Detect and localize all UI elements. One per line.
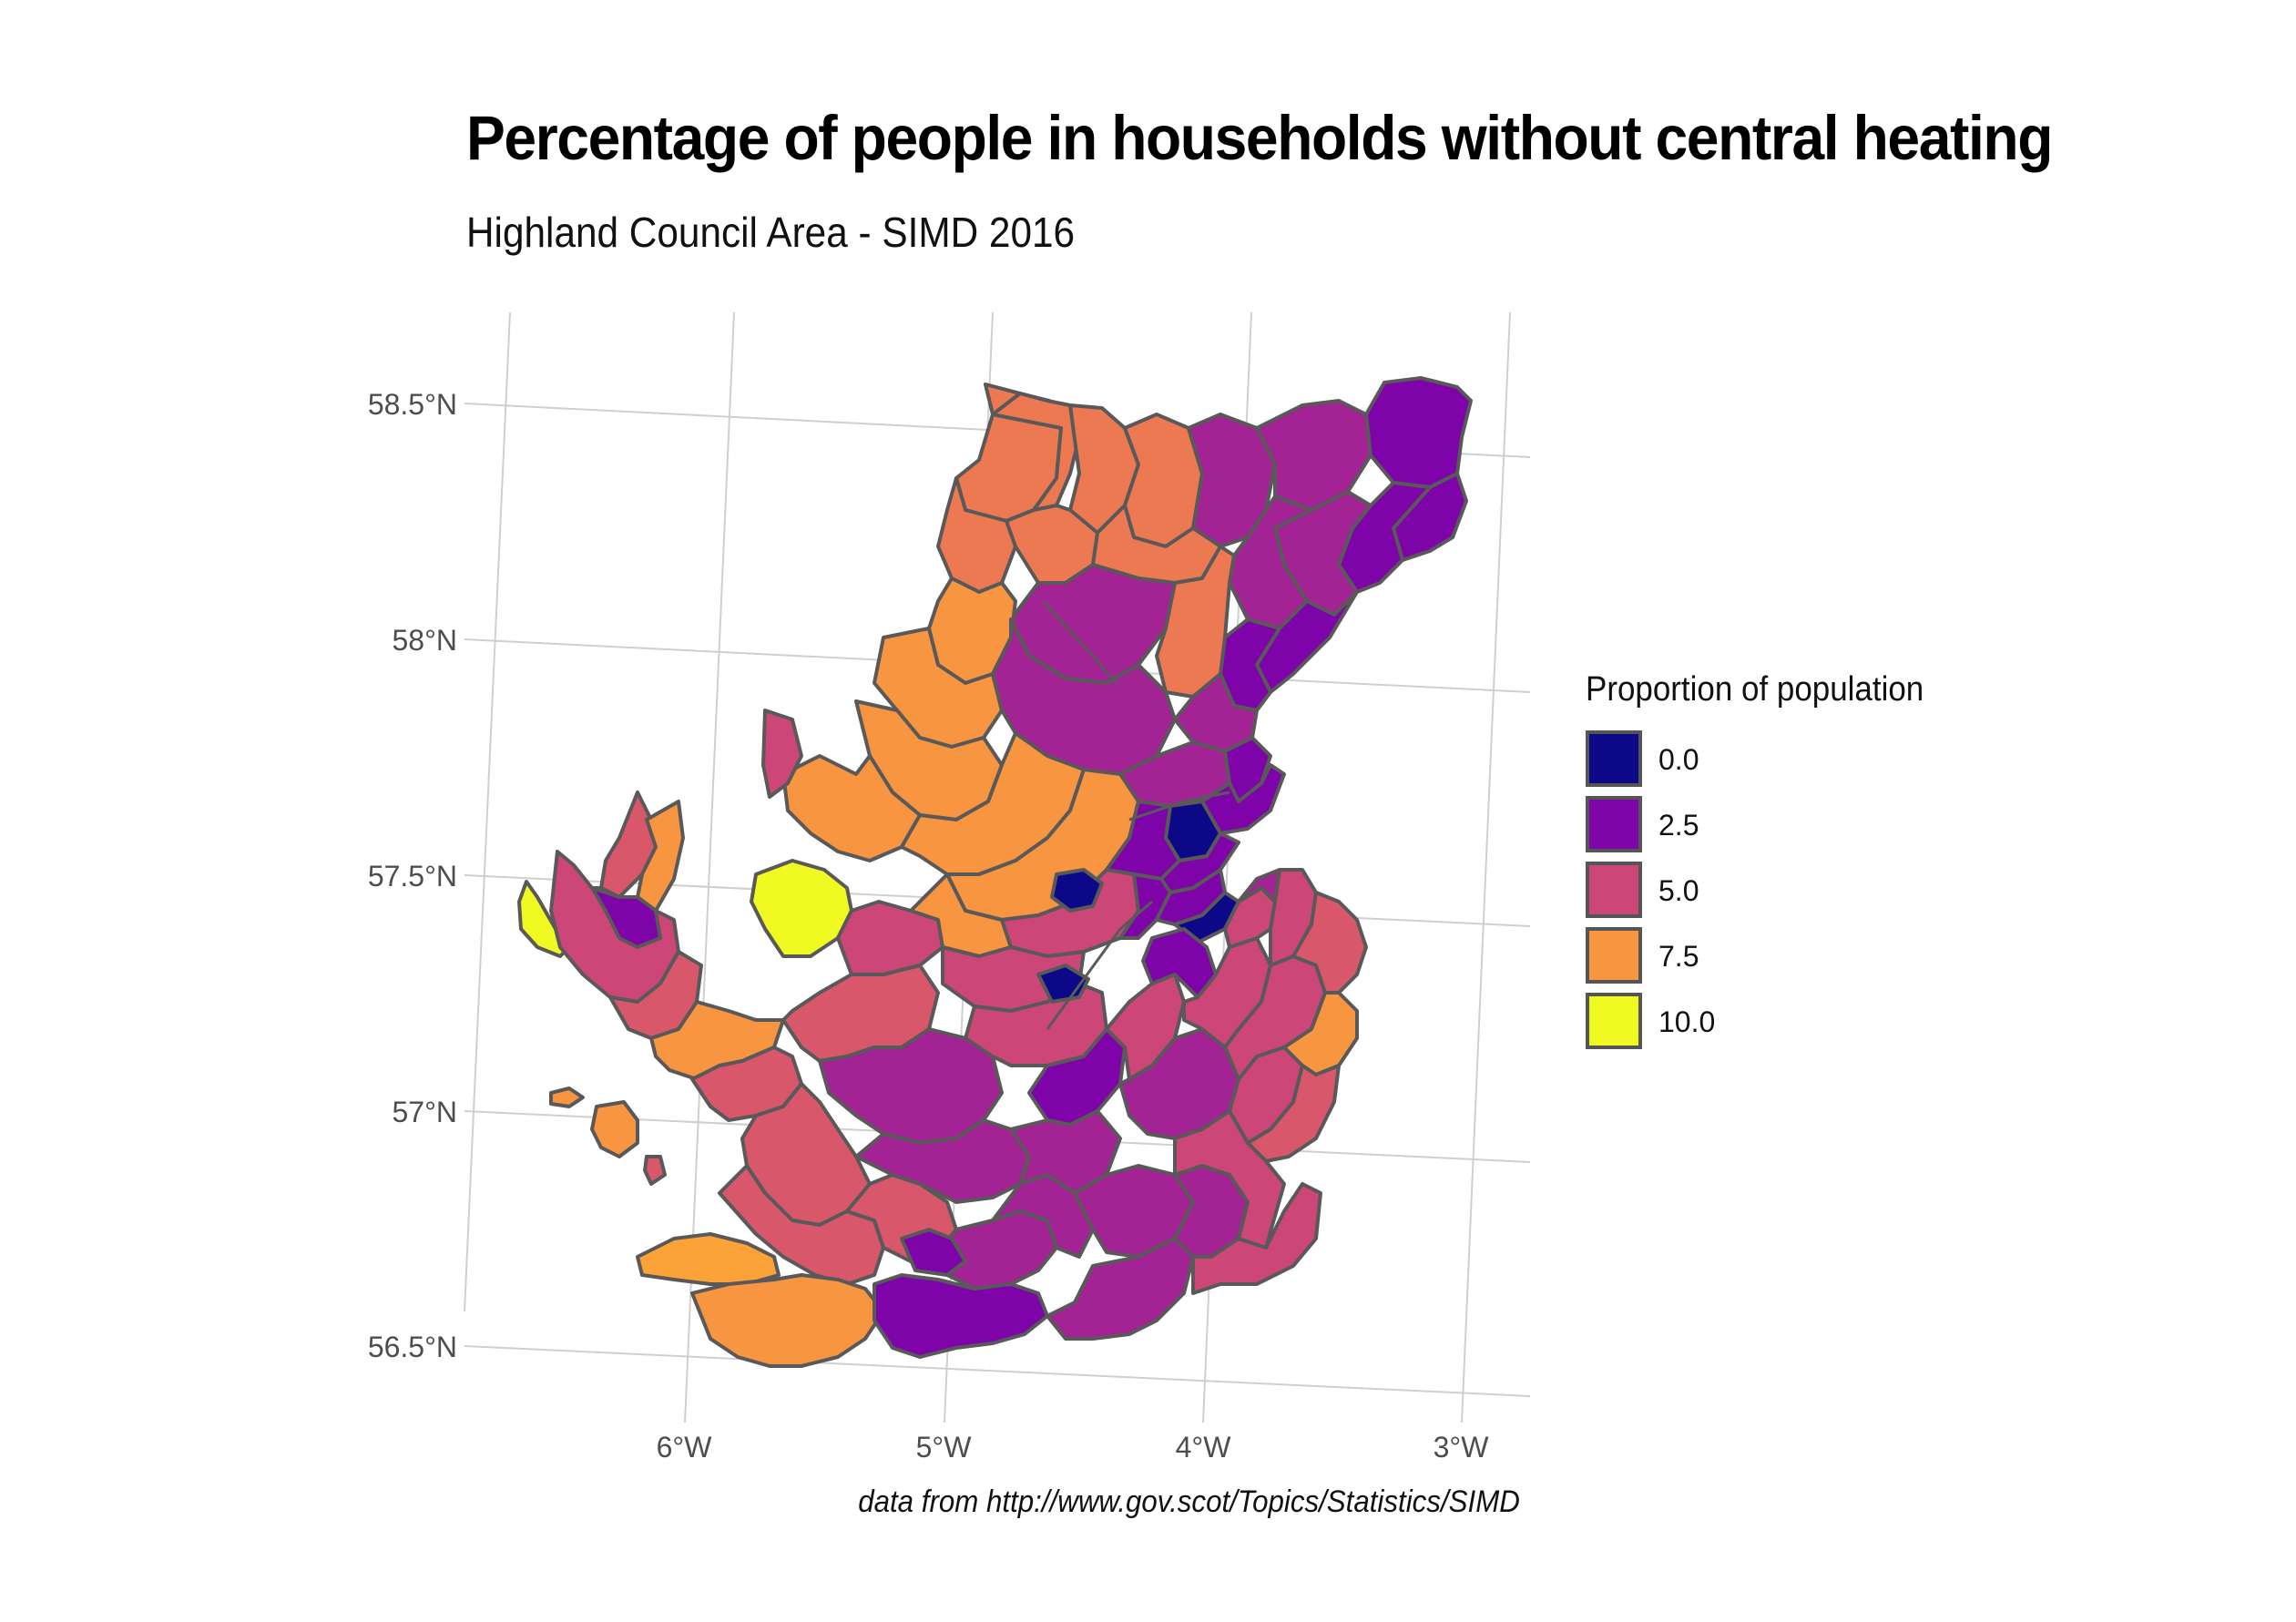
region-inverness xyxy=(1050,868,1104,913)
region-raasay-yellow xyxy=(750,859,853,958)
region-north-coast-5 xyxy=(1255,399,1372,512)
region-nethy-bridge xyxy=(1291,891,1368,995)
region-torridon xyxy=(761,709,803,799)
graticule-lat-56.5 xyxy=(464,1345,1531,1397)
region-drumnadrochit xyxy=(1036,964,1090,1004)
cromarty-firth-line xyxy=(1128,791,1230,821)
region-ullapool xyxy=(872,627,1004,749)
legend-label-4: 10.0 xyxy=(1658,1005,1716,1038)
lat-tick-labels: 58.5°N 58°N 57.5°N 57°N 56.5°N xyxy=(368,388,457,1363)
region-caithness-north xyxy=(1364,376,1473,489)
loch-shin-line xyxy=(1041,599,1117,684)
lat-label-58.5: 58.5°N xyxy=(368,388,457,421)
region-rum xyxy=(590,1100,639,1158)
lat-label-58: 58°N xyxy=(393,624,458,657)
region-loch-ness-east xyxy=(1105,973,1186,1081)
legend-swatch-2 xyxy=(1586,862,1642,918)
legend-label-1: 2.5 xyxy=(1658,809,1699,842)
lon-label-3: 3°W xyxy=(1434,1431,1490,1464)
region-golspie xyxy=(1155,545,1236,699)
source-caption: data from http://www.gov.scot/Topics/Sta… xyxy=(858,1484,1520,1519)
legend-label-2: 5.0 xyxy=(1658,874,1699,907)
graticule-lon-minor-1 xyxy=(464,311,511,1312)
region-glencoe xyxy=(872,1273,1049,1359)
region-canna xyxy=(549,1086,585,1108)
map-bg-overlay xyxy=(1041,599,1230,1030)
lat-label-56.5: 56.5°N xyxy=(368,1331,457,1363)
legend-swatch-0 xyxy=(1586,730,1642,787)
legend-label-3: 7.5 xyxy=(1658,940,1699,973)
lat-label-57.5: 57.5°N xyxy=(368,860,457,893)
region-dalwhinnie xyxy=(1173,1109,1286,1250)
lat-label-57: 57°N xyxy=(393,1096,458,1128)
lon-label-6: 6°W xyxy=(657,1431,713,1464)
region-north-coast-1 xyxy=(991,392,1081,512)
region-fort-augustus xyxy=(1027,1027,1127,1127)
region-glenfinnan xyxy=(818,1027,1004,1145)
regions xyxy=(517,376,1473,1368)
legend-swatch-1 xyxy=(1586,796,1642,852)
legend-swatch-3 xyxy=(1586,927,1642,984)
region-skye-central xyxy=(590,886,662,949)
map-subtitle: Highland Council Area - SIMD 2016 xyxy=(466,209,1076,256)
region-ballachulish xyxy=(900,1228,967,1277)
region-ardnamurchan xyxy=(636,1232,781,1286)
region-sunart xyxy=(690,1273,885,1368)
region-lochalsh xyxy=(836,900,944,976)
legend-swatch-4 xyxy=(1586,993,1642,1049)
lon-label-5: 5°W xyxy=(916,1431,973,1464)
legend-label-0: 0.0 xyxy=(1658,743,1699,776)
loch-ness-line xyxy=(1046,900,1153,1030)
legend: Proportion of population 0.0 2.5 5.0 7.5… xyxy=(1586,670,1954,1049)
graticule-lon-3 xyxy=(1461,311,1511,1423)
legend-title: Proportion of population xyxy=(1586,670,1924,709)
region-eigg xyxy=(643,1155,667,1186)
region-laggan xyxy=(1046,1237,1195,1341)
map-title: Percentage of people in households witho… xyxy=(466,103,2053,173)
lon-label-4: 4°W xyxy=(1176,1431,1232,1464)
lon-tick-labels: 6°W 5°W 4°W 3°W xyxy=(657,1431,1490,1464)
region-skye-portree xyxy=(608,950,703,1040)
